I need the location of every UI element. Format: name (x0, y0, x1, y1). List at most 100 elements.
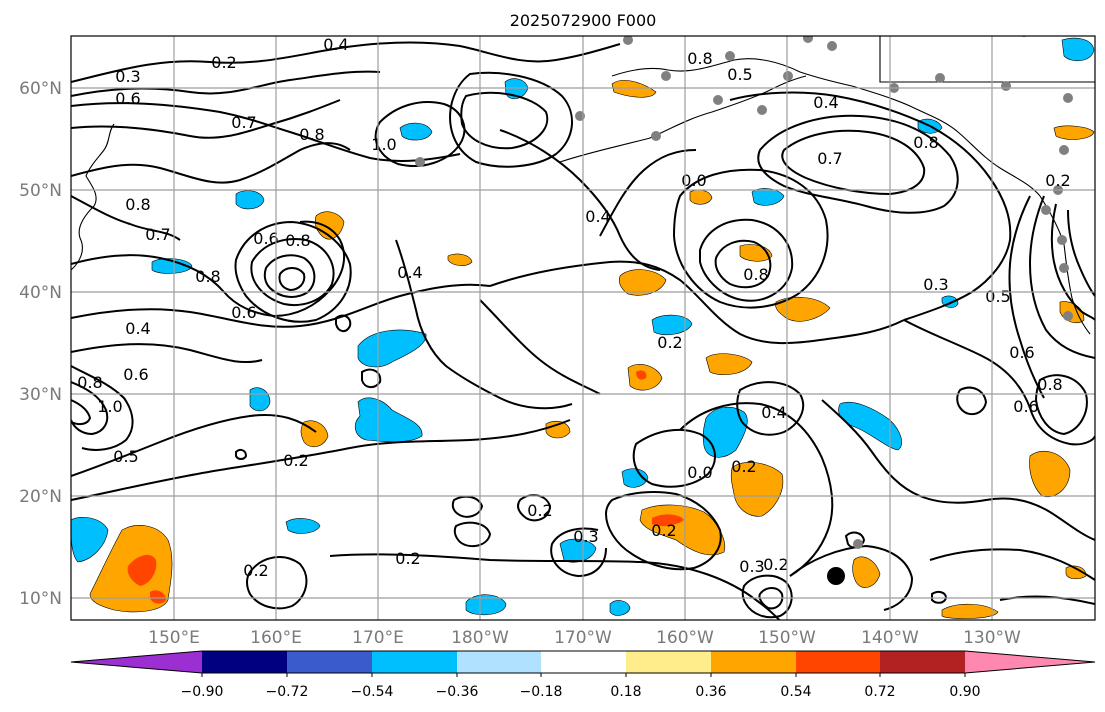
lon-label: 170°E (352, 628, 404, 648)
contour-label: 0.8 (299, 125, 324, 144)
contour-label: 0.7 (231, 113, 256, 132)
colorbar-segment (541, 651, 626, 673)
station-dot (853, 539, 863, 549)
contour-line (71, 343, 263, 364)
latitude-labels: 60°N 50°N 40°N 30°N 20°N 10°N (19, 79, 62, 609)
shade-patch (465, 594, 507, 616)
contour-line (451, 495, 484, 518)
shade-patch (618, 269, 667, 296)
shade-patch (399, 122, 433, 141)
shade-patch (285, 518, 321, 534)
contour-label: 0.2 (657, 333, 682, 352)
lon-label: 150°W (758, 628, 816, 648)
lon-label: 160°W (656, 628, 714, 648)
contour-label: 0.8 (195, 267, 220, 286)
contour-label: 0.4 (813, 93, 838, 112)
station-dot (651, 131, 661, 141)
lon-label: 160°E (250, 628, 302, 648)
shade-patch (621, 468, 649, 488)
contour-line (758, 587, 784, 610)
colorbar-label: 0.90 (949, 684, 980, 700)
station-markers (415, 36, 1073, 585)
contour-line (499, 129, 661, 271)
contour-line (449, 71, 574, 168)
contour-line (1050, 203, 1095, 321)
lon-label: 140°W (861, 628, 919, 648)
shade-patch (127, 554, 157, 586)
contour-line (460, 91, 549, 150)
contour-line (250, 238, 335, 306)
contour-line (395, 239, 573, 410)
contour-line (335, 314, 352, 332)
shade-patch (652, 514, 684, 527)
colorbar-segment (796, 651, 880, 673)
contour-line (71, 399, 92, 426)
contour-label: 0.2 (283, 451, 308, 470)
station-dot (415, 157, 425, 167)
contour-label: 0.3 (573, 527, 598, 546)
contour-label: 0.2 (211, 53, 236, 72)
map-content: 0.4 0.2 0.3 0.6 0.7 0.8 1.0 0.8 0.5 0.4 … (71, 36, 1095, 620)
station-dot (1059, 145, 1069, 155)
contour-line (781, 129, 926, 196)
station-dot (1057, 235, 1067, 245)
contour-line (71, 99, 341, 139)
shade-patch (751, 188, 785, 206)
shade-patch (559, 538, 597, 563)
colorbar-segment (965, 651, 1095, 673)
colorbar-label: −0.36 (436, 684, 479, 700)
colorbar-segment (71, 651, 202, 673)
contour-line (1008, 195, 1045, 399)
graticule (71, 36, 1095, 620)
contour-labels: 0.4 0.2 0.3 0.6 0.7 0.8 1.0 0.8 0.5 0.4 … (77, 36, 1070, 580)
colorbar-label: −0.54 (351, 684, 394, 700)
contour-label: 1.0 (371, 135, 396, 154)
contour-label: 0.8 (77, 373, 102, 392)
contour-line (71, 195, 181, 241)
shade-patch (357, 329, 427, 368)
station-dot (827, 41, 837, 51)
contour-label: 0.0 (687, 463, 712, 482)
shading-layer (71, 37, 1095, 619)
contour-label: 0.4 (125, 319, 150, 338)
contour-line (736, 381, 805, 436)
contour-line (71, 381, 109, 436)
contour-label: 0.2 (651, 521, 676, 540)
lat-label: 20°N (19, 487, 62, 507)
contour-label: 0.5 (727, 65, 752, 84)
station-dot (725, 51, 735, 61)
contour-line (844, 531, 866, 549)
contour-line (599, 149, 697, 237)
shade-patch (651, 314, 693, 336)
contour-line (821, 399, 1095, 541)
contour-line (329, 553, 781, 620)
colorbar-label: 0.36 (695, 684, 726, 700)
contour-line (71, 142, 351, 184)
colorbar-segment (287, 651, 372, 673)
contour-line (741, 574, 793, 619)
lat-label: 50°N (19, 181, 62, 201)
shade-patch (1053, 125, 1095, 140)
contour-line (71, 283, 491, 328)
shade-patch (775, 296, 831, 322)
contour-line (374, 101, 466, 167)
colorbar-segment (880, 651, 965, 673)
contour-label: 0.6 (123, 365, 148, 384)
colorbar-segment (626, 651, 711, 673)
map-frame (70, 35, 1096, 621)
contour-line (71, 102, 461, 162)
lat-label: 40°N (19, 283, 62, 303)
contour-line (550, 527, 607, 578)
contour-line (1028, 195, 1095, 359)
contour-line (956, 386, 988, 416)
station-dot (1063, 93, 1073, 103)
shade-patch (354, 397, 423, 443)
contour-label: 0.7 (817, 149, 842, 168)
colorbar-segment (372, 651, 457, 673)
contour-label: 0.4 (585, 207, 610, 226)
contour-line (1067, 209, 1095, 297)
lon-label: 130°W (963, 628, 1021, 648)
shade-patch (705, 353, 753, 375)
shade-patch (611, 80, 657, 98)
